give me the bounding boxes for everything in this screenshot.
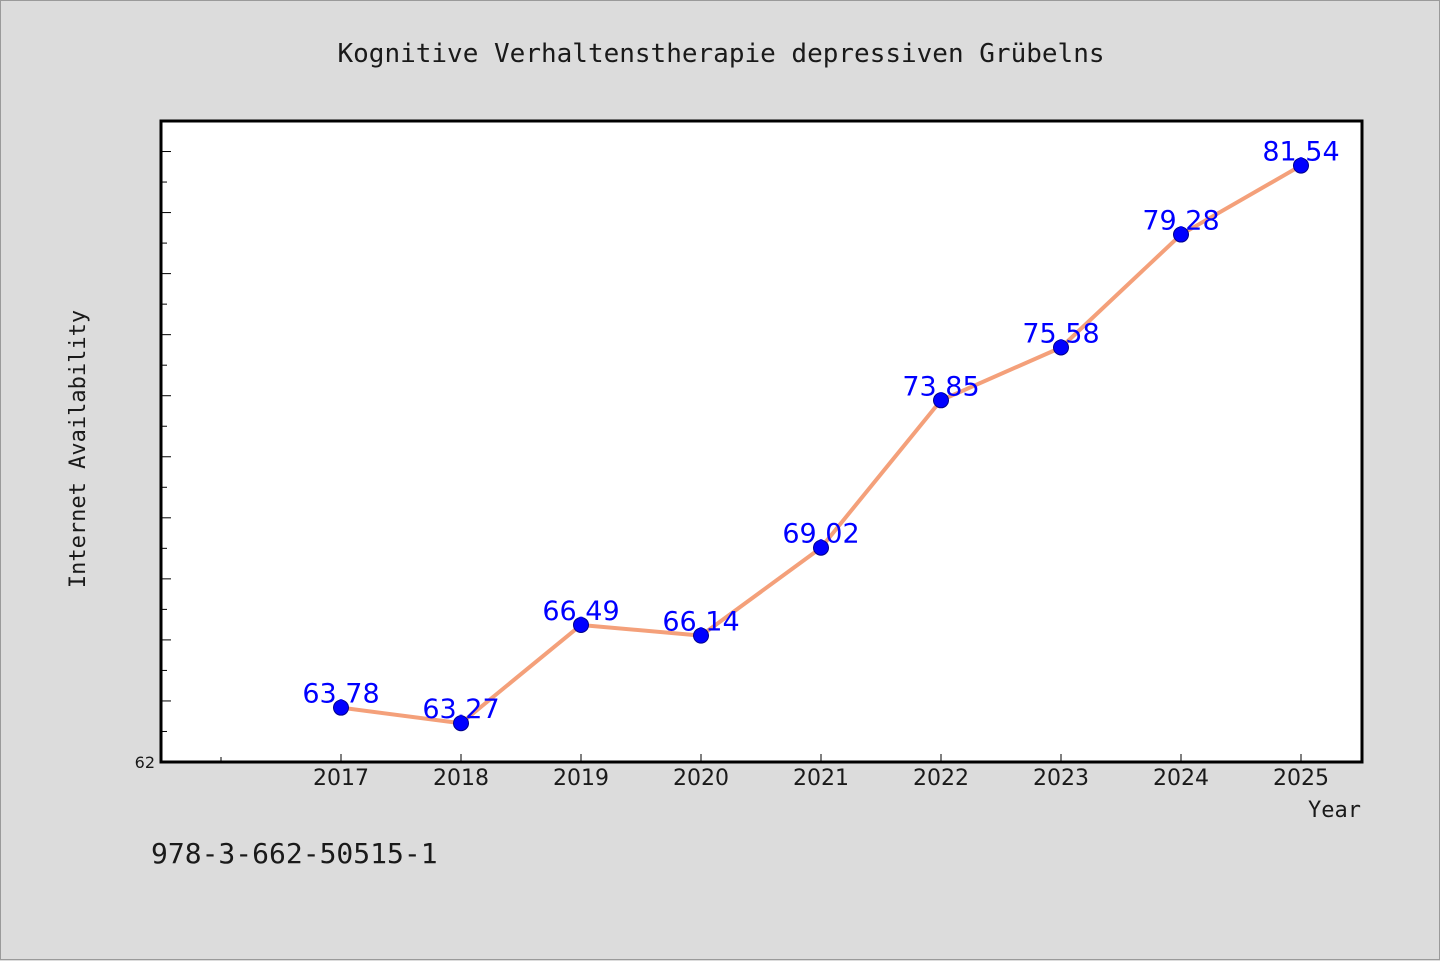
data-label: 66.14 [662,607,739,638]
x-axis-label: Year [1308,798,1361,823]
data-point-marker [1053,339,1069,356]
series-markers [333,157,1309,732]
y-axis-label: Internet Availability [66,310,91,588]
y-tick-label: 62 [135,753,155,772]
data-label: 75.58 [1022,318,1099,349]
x-tick-label: 2023 [1033,766,1089,791]
data-point-marker [453,715,469,732]
chart-title: Kognitive Verhaltenstherapie depressiven… [337,39,1104,69]
data-labels: 63.78 63.27 66.49 66.14 69.02 73.85 75.58 79.28… [302,137,1339,726]
x-axis-ticks: 2017 2018 2019 2020 2021 2022 2023 2024 2025 [220,754,1329,791]
x-tick-label: 2022 [913,766,969,791]
x-tick-label: 2025 [1273,766,1329,791]
data-point-marker [693,627,709,644]
x-tick-label: 2020 [673,766,729,791]
data-label: 73.85 [902,371,979,402]
data-label: 69.02 [782,519,859,550]
data-label: 66.49 [542,596,619,627]
data-point-marker [1293,157,1309,174]
footnote-isbn: 978-3-662-50515-1 [151,837,438,870]
plot-area [161,121,1362,762]
x-tick-label: 2018 [433,766,489,791]
x-tick-label: 2024 [1153,766,1209,791]
data-point-marker [333,699,349,716]
data-label: 81.54 [1262,137,1339,168]
data-label: 63.78 [302,679,379,710]
x-tick-label: 2019 [553,766,609,791]
x-tick-label: 2017 [313,766,369,791]
data-point-marker [573,616,589,633]
data-point-marker [1173,226,1189,243]
data-point-marker [813,539,829,556]
x-tick-label: 2021 [793,766,849,791]
data-point-marker [933,392,949,409]
data-label: 63.27 [422,694,499,725]
data-label: 79.28 [1142,206,1219,237]
plot-border [159,119,1364,764]
